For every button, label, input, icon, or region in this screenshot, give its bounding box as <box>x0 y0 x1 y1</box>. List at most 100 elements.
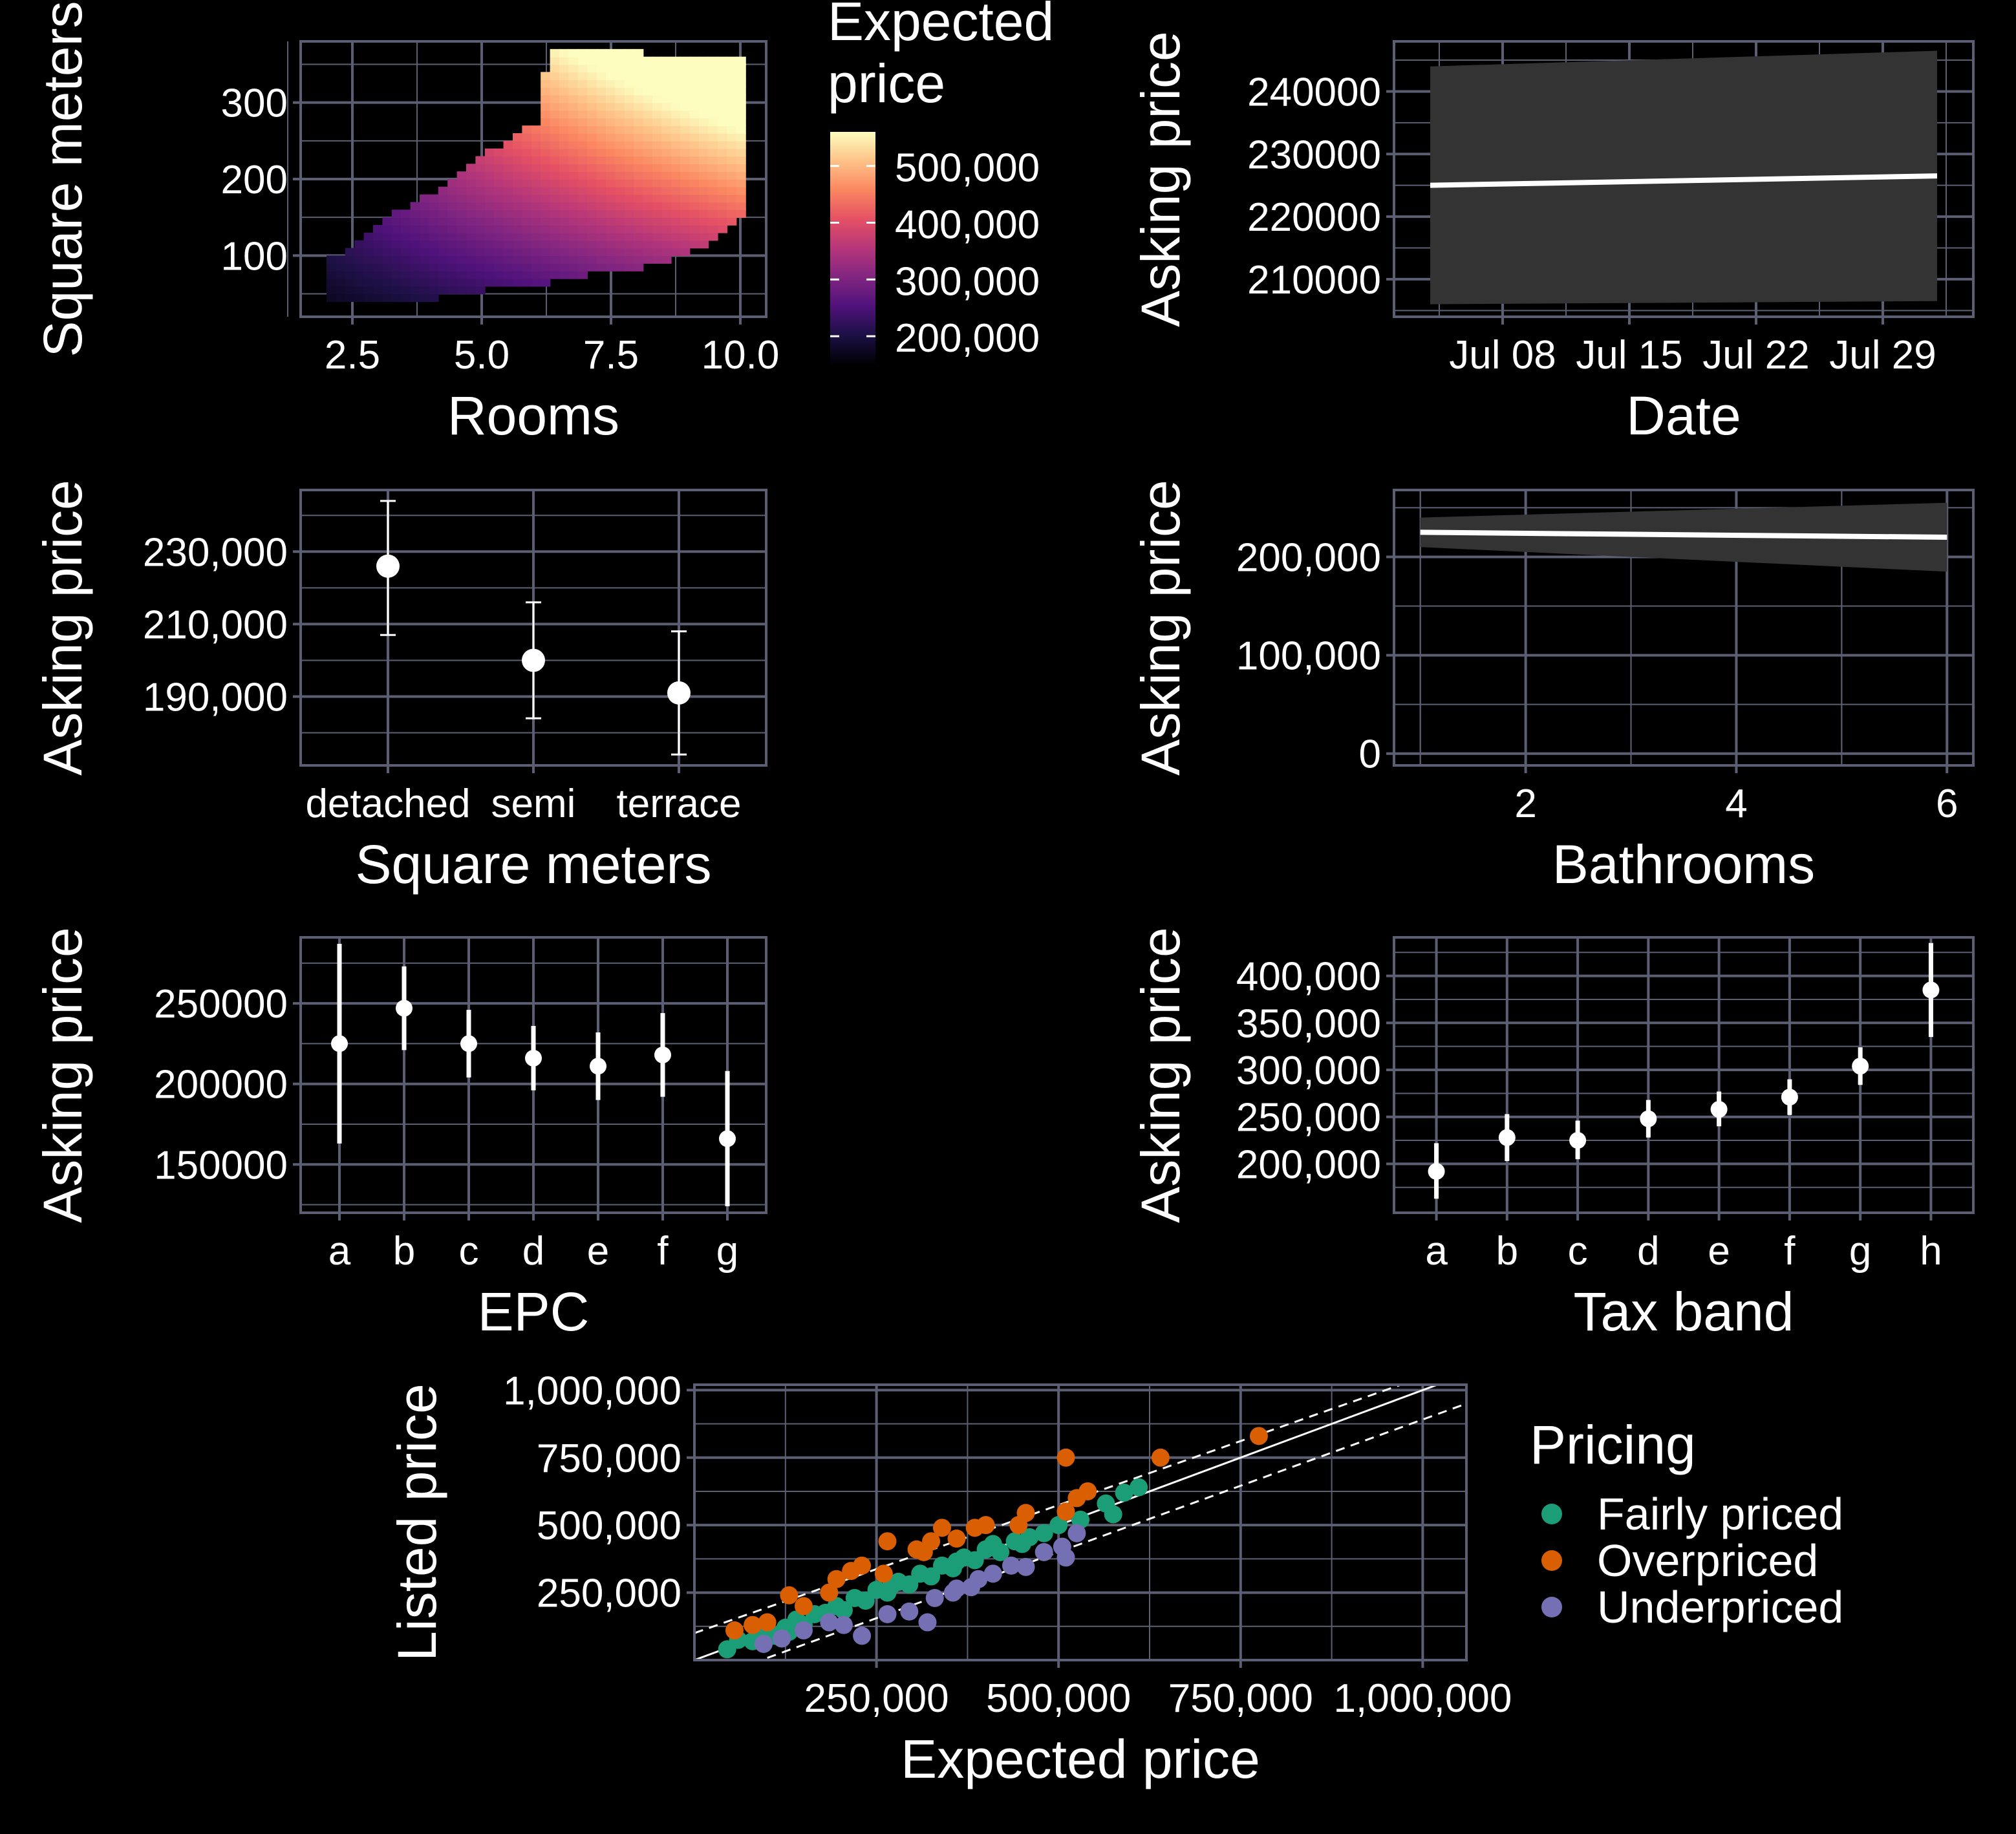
heatmap-cell <box>680 125 691 134</box>
x-tick-label: c <box>1568 1229 1588 1274</box>
heatmap-cell <box>661 186 672 195</box>
heatmap-cell <box>708 87 718 96</box>
heatmap-cell <box>615 194 625 203</box>
point-d <box>1640 1110 1657 1127</box>
heatmap-cell <box>624 94 634 103</box>
heatmap-cell <box>699 148 709 157</box>
heatmap-cell <box>568 255 579 264</box>
heatmap-cell <box>689 64 700 73</box>
x-ticks: a b c d e f g h <box>1425 1213 1942 1274</box>
heatmap-cell <box>661 225 672 233</box>
heatmap-cell <box>717 125 727 134</box>
heatmap-cell <box>429 271 439 279</box>
panel-rooms-heatmap: 2.5 5.0 7.5 10.0 100 200 300 Rooms Square met… <box>32 0 1054 446</box>
heatmap-cell <box>689 133 700 142</box>
heatmap-cell <box>466 209 477 218</box>
heatmap-cell <box>382 255 392 264</box>
heatmap-cell <box>513 133 523 142</box>
heatmap-cell <box>568 102 579 111</box>
x-axis-title: Bathrooms <box>1552 834 1815 895</box>
heatmap-cell <box>727 56 737 65</box>
x-tick-label: d <box>522 1229 544 1274</box>
heatmap-cell <box>596 225 606 233</box>
heatmap-cell <box>652 255 663 264</box>
heatmap-cell <box>727 186 737 195</box>
heatmap-cell <box>615 118 625 126</box>
heatmap-cell <box>429 209 439 218</box>
point-b <box>1498 1129 1516 1146</box>
heatmap-cell <box>624 194 634 203</box>
heatmap-cell <box>577 179 588 187</box>
heatmap-cell <box>382 263 392 272</box>
heatmap-cell <box>522 148 532 157</box>
heatmap-cell <box>541 118 551 126</box>
heatmap-cell <box>541 278 551 287</box>
x-tick-label: Jul 29 <box>1829 333 1936 378</box>
heatmap-cell <box>643 171 653 180</box>
heatmap-cell <box>345 271 355 279</box>
heatmap-cell <box>699 217 709 226</box>
heatmap-cell <box>531 164 541 172</box>
heatmap-cell <box>559 186 570 195</box>
heatmap-cell <box>550 118 560 126</box>
heatmap-cell <box>531 202 541 211</box>
heatmap-cell <box>559 202 570 211</box>
heatmap-cell <box>652 118 663 126</box>
y-tick-label: 200,000 <box>1236 1142 1381 1187</box>
heatmap-cell <box>670 140 681 149</box>
heatmap-cell <box>484 263 495 272</box>
heatmap-cell <box>624 56 634 65</box>
heatmap-cell <box>420 202 430 211</box>
heatmap-cell <box>680 179 691 187</box>
point-underpriced <box>900 1602 919 1621</box>
heatmap-cell <box>587 64 597 73</box>
point-overpriced <box>725 1621 744 1640</box>
heatmap-cell <box>456 278 467 287</box>
heatmap-cell <box>475 286 486 295</box>
heatmap-cell <box>699 64 709 73</box>
heatmap-cell <box>475 164 486 172</box>
heatmap-cell <box>652 171 663 180</box>
heatmap-cell <box>354 255 365 264</box>
heatmap-cell <box>541 110 551 119</box>
heatmap-cell <box>680 186 691 195</box>
heatmap-cell <box>531 140 541 149</box>
heatmap-cell <box>615 171 625 180</box>
heatmap-cell <box>550 255 560 264</box>
heatmap-cell <box>438 186 448 195</box>
heatmap-cell <box>606 80 616 88</box>
heatmap-cell <box>429 278 439 287</box>
heatmap-cell <box>596 72 606 80</box>
heatmap-cell <box>606 87 616 96</box>
heatmap-cell <box>727 118 737 126</box>
point-overpriced <box>794 1597 813 1615</box>
heatmap-cell <box>643 72 653 80</box>
heatmap-cell <box>522 164 532 172</box>
colorbar-label: 500,000 <box>895 146 1040 191</box>
heatmap-cell <box>456 179 467 187</box>
heatmap-cell <box>550 225 560 233</box>
heatmap-cell <box>699 94 709 103</box>
heatmap-cell <box>550 232 560 241</box>
y-tick-label: 250000 <box>154 982 288 1027</box>
heatmap-cell <box>363 263 374 272</box>
heatmap-cell <box>736 179 746 187</box>
trend-line <box>1420 529 1947 540</box>
heatmap-cell <box>513 225 523 233</box>
heatmap-cell <box>717 217 727 226</box>
heatmap-cell <box>670 209 681 218</box>
heatmap-cell <box>354 286 365 295</box>
heatmap-cell <box>652 164 663 172</box>
heatmap-cell <box>670 194 681 203</box>
point-overpriced <box>1056 1502 1075 1521</box>
heatmap-cell <box>531 240 541 249</box>
x-tick-label: b <box>1496 1229 1518 1274</box>
heatmap-cell <box>727 209 737 218</box>
y-axis-title: Listed price <box>387 1383 447 1661</box>
heatmap-cell <box>541 164 551 172</box>
heatmap-cell <box>596 125 606 134</box>
heatmap-cell <box>559 179 570 187</box>
heatmap-cell <box>634 255 644 264</box>
x-ticks: detached semi terrace <box>305 765 741 826</box>
